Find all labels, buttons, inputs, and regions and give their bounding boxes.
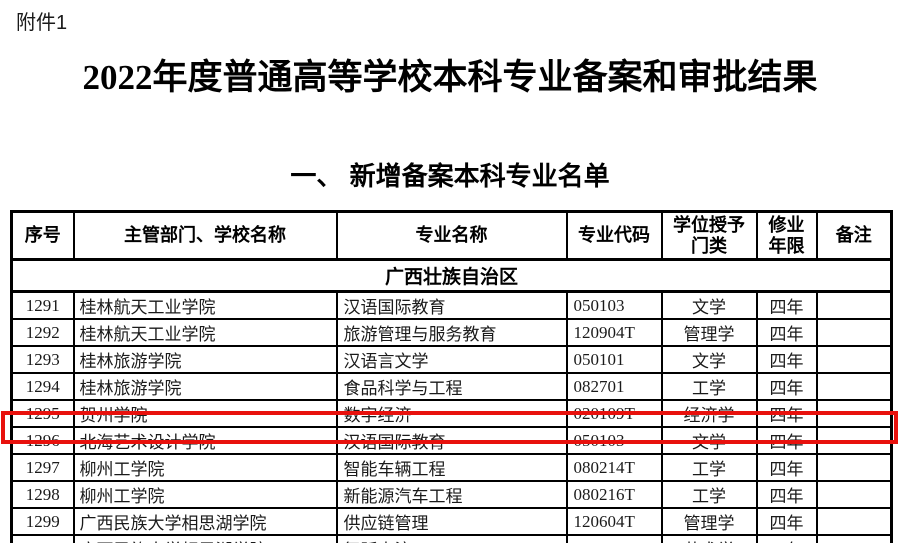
cell-school: 桂林旅游学院 xyxy=(72,345,338,374)
cell-degree: 管理学 xyxy=(660,507,758,536)
cell-school: 广西民族大学相思湖学院 xyxy=(72,534,338,543)
header-no: 序号 xyxy=(10,210,75,261)
cell-code: 050101 xyxy=(565,345,663,374)
table-row: 1291 桂林航天工业学院 汉语国际教育 050103 文学 四年 xyxy=(10,290,893,320)
section-title: 一、 新增备案本科专业名单 xyxy=(290,161,610,191)
cell-major: 舞蹈表演 xyxy=(335,534,568,543)
cell-code: 082701 xyxy=(565,372,663,401)
cell-code: 130204 xyxy=(565,534,663,543)
cell-code: 120904T xyxy=(565,318,663,347)
cell-major: 旅游管理与服务教育 xyxy=(335,318,568,347)
cell-degree: 文学 xyxy=(660,426,758,455)
cell-school: 贺州学院 xyxy=(72,399,338,428)
cell-school: 柳州工学院 xyxy=(72,453,338,482)
cell-no: 1296 xyxy=(10,426,75,455)
cell-code: 120604T xyxy=(565,507,663,536)
cell-no: 1299 xyxy=(10,507,75,536)
cell-code: 050103 xyxy=(565,290,663,320)
cell-degree: 经济学 xyxy=(660,399,758,428)
cell-no: 1293 xyxy=(10,345,75,374)
cell-years: 四年 xyxy=(755,426,818,455)
cell-years: 四年 xyxy=(755,290,818,320)
cell-remark xyxy=(815,534,893,543)
cell-major: 汉语言文学 xyxy=(335,345,568,374)
cell-degree: 工学 xyxy=(660,372,758,401)
table-row: 1293 桂林旅游学院 汉语言文学 050101 文学 四年 xyxy=(10,345,893,374)
cell-school: 桂林航天工业学院 xyxy=(72,318,338,347)
cell-no: 1298 xyxy=(10,480,75,509)
cell-school: 桂林旅游学院 xyxy=(72,372,338,401)
cell-degree: 工学 xyxy=(660,453,758,482)
cell-remark xyxy=(815,399,893,428)
cell-years: 四年 xyxy=(755,318,818,347)
cell-years: 四年 xyxy=(755,345,818,374)
attachment-label: 附件1 xyxy=(16,12,68,34)
header-degree: 学位授予门类 xyxy=(660,210,758,261)
cell-school: 桂林航天工业学院 xyxy=(72,290,338,320)
cell-degree: 管理学 xyxy=(660,318,758,347)
cell-degree: 工学 xyxy=(660,480,758,509)
cell-remark xyxy=(815,507,893,536)
table-row: 1294 桂林旅游学院 食品科学与工程 082701 工学 四年 xyxy=(10,372,893,401)
table-row: 1300 广西民族大学相思湖学院 舞蹈表演 130204 艺术学 四年 xyxy=(10,534,893,543)
cell-remark xyxy=(815,426,893,455)
cell-school: 北海艺术设计学院 xyxy=(72,426,338,455)
table-row: 1292 桂林航天工业学院 旅游管理与服务教育 120904T 管理学 四年 xyxy=(10,318,893,347)
header-years: 修业年限 xyxy=(755,210,818,261)
cell-major: 汉语国际教育 xyxy=(335,426,568,455)
header-code: 专业代码 xyxy=(565,210,663,261)
cell-no: 1294 xyxy=(10,372,75,401)
cell-remark xyxy=(815,372,893,401)
cell-major: 智能车辆工程 xyxy=(335,453,568,482)
cell-remark xyxy=(815,453,893,482)
cell-years: 四年 xyxy=(755,507,818,536)
cell-remark xyxy=(815,318,893,347)
cell-remark xyxy=(815,290,893,320)
cell-school: 柳州工学院 xyxy=(72,480,338,509)
cell-years: 四年 xyxy=(755,480,818,509)
table-row: 1299 广西民族大学相思湖学院 供应链管理 120604T 管理学 四年 xyxy=(10,507,893,536)
region-label: 广西壮族自治区 xyxy=(10,258,893,293)
cell-code: 080216T xyxy=(565,480,663,509)
table-row: 1295 贺州学院 数字经济 020109T 经济学 四年 xyxy=(10,399,893,428)
cell-major: 汉语国际教育 xyxy=(335,290,568,320)
table-row: 1297 柳州工学院 智能车辆工程 080214T 工学 四年 xyxy=(10,453,893,482)
cell-remark xyxy=(815,345,893,374)
region-row: 广西壮族自治区 xyxy=(10,258,893,293)
cell-major: 新能源汽车工程 xyxy=(335,480,568,509)
cell-no: 1297 xyxy=(10,453,75,482)
cell-degree: 文学 xyxy=(660,290,758,320)
cell-code: 080214T xyxy=(565,453,663,482)
header-remark: 备注 xyxy=(815,210,893,261)
table-row-highlighted: 1296 北海艺术设计学院 汉语国际教育 050103 文学 四年 xyxy=(10,426,893,455)
cell-years: 四年 xyxy=(755,534,818,543)
cell-major: 供应链管理 xyxy=(335,507,568,536)
cell-degree: 文学 xyxy=(660,345,758,374)
program-table: 序号 主管部门、学校名称 专业名称 专业代码 学位授予门类 修业年限 备注 广西… xyxy=(10,210,893,543)
cell-no: 1300 xyxy=(10,534,75,543)
cell-no: 1291 xyxy=(10,290,75,320)
cell-years: 四年 xyxy=(755,453,818,482)
cell-major: 食品科学与工程 xyxy=(335,372,568,401)
document-title: 2022年度普通高等学校本科专业备案和审批结果 xyxy=(82,58,818,97)
cell-years: 四年 xyxy=(755,399,818,428)
cell-school: 广西民族大学相思湖学院 xyxy=(72,507,338,536)
table-header-row: 序号 主管部门、学校名称 专业名称 专业代码 学位授予门类 修业年限 备注 xyxy=(10,210,893,261)
cell-major: 数字经济 xyxy=(335,399,568,428)
header-major: 专业名称 xyxy=(335,210,568,261)
cell-code: 050103 xyxy=(565,426,663,455)
cell-no: 1292 xyxy=(10,318,75,347)
cell-remark xyxy=(815,480,893,509)
table-row: 1298 柳州工学院 新能源汽车工程 080216T 工学 四年 xyxy=(10,480,893,509)
cell-code: 020109T xyxy=(565,399,663,428)
cell-no: 1295 xyxy=(10,399,75,428)
header-school: 主管部门、学校名称 xyxy=(72,210,338,261)
cell-years: 四年 xyxy=(755,372,818,401)
cell-degree: 艺术学 xyxy=(660,534,758,543)
